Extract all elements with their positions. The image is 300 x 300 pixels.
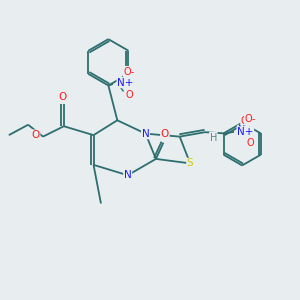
Text: N+: N+	[237, 127, 253, 137]
Text: N: N	[142, 129, 149, 139]
Text: O: O	[58, 92, 66, 102]
Text: O-: O-	[241, 116, 252, 126]
Text: N+: N+	[238, 125, 253, 135]
Text: O: O	[32, 130, 40, 140]
Text: O-: O-	[245, 114, 256, 124]
Text: O: O	[247, 138, 254, 148]
Text: N+: N+	[117, 77, 134, 88]
Text: S: S	[187, 158, 194, 168]
Text: H: H	[210, 133, 217, 142]
Text: O: O	[125, 90, 133, 100]
Text: O-: O-	[124, 67, 135, 76]
Text: N: N	[124, 170, 132, 180]
Text: O: O	[161, 129, 169, 139]
